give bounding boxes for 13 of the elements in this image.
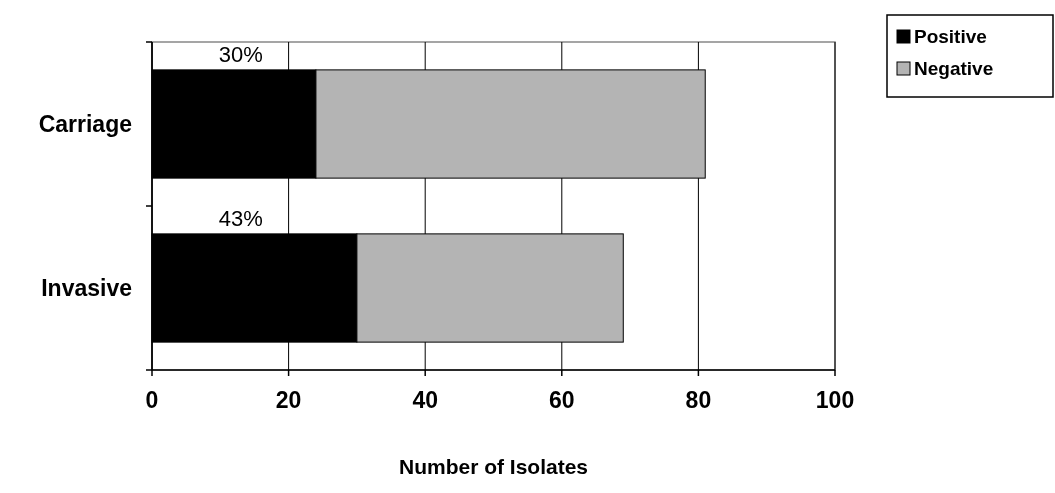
x-axis-title: Number of Isolates [398,455,589,478]
legend-label: Positive [914,26,987,47]
x-tick-label: 60 [549,387,575,413]
y-tick-label: Carriage [38,111,132,137]
x-tick-label: 80 [685,387,712,413]
annotation: 30% [218,41,263,67]
x-tick-label: 0 [145,387,159,413]
x-tick-label: 40 [412,387,438,413]
annotation: 43% [218,205,263,231]
x-tick-label: 20 [275,387,302,413]
x-tick-label: 100 [815,387,855,413]
y-tick-label: Invasive [41,275,132,301]
legend-label: Negative [914,58,994,79]
